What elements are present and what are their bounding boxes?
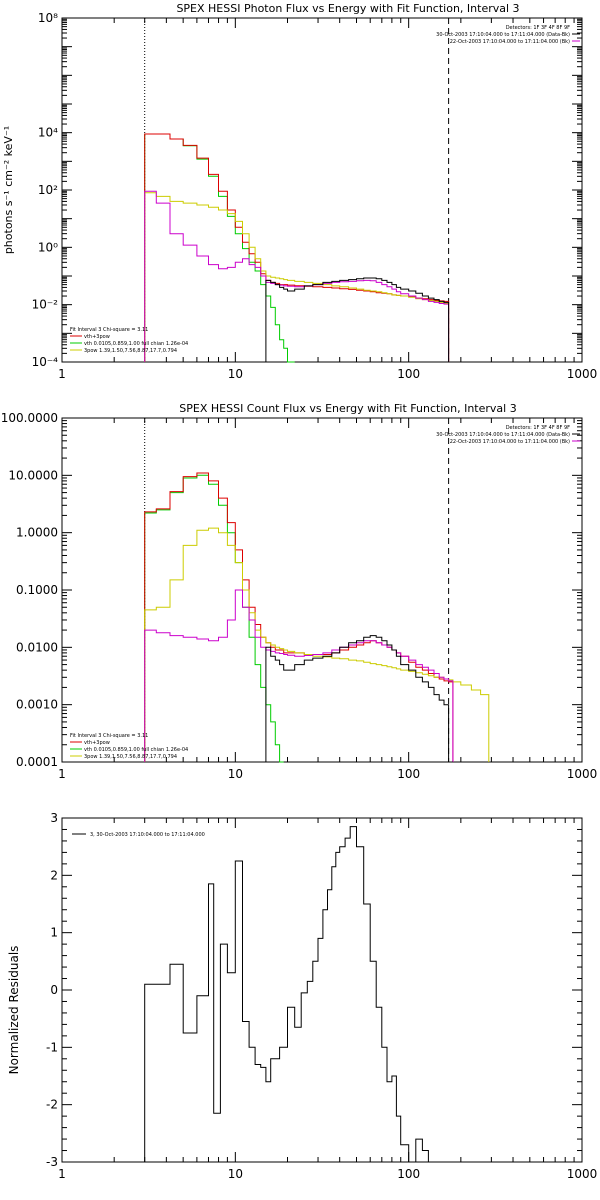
count-flux-panel: SPEX HESSI Count Flux vs Energy with Fit… [1,402,598,781]
residuals-legend: 3, 30-Oct-2003 17:10:04.000 to 17:11:04.… [72,832,205,838]
legend-entry: 22-Oct-2003 17:10:04.000 to 17:11:04.000… [450,39,570,45]
x-tick-label: 10 [228,767,243,781]
x-tick-label: 1000 [567,767,598,781]
count-flux-title: SPEX HESSI Count Flux vs Energy with Fit… [179,402,516,415]
series-line [265,635,453,763]
y-tick-label: 3 [50,811,58,825]
series-line [144,190,450,362]
legend-entry: 22-Oct-2003 17:10:04.000 to 17:11:04.000… [450,439,570,445]
x-tick-label: 1 [58,367,66,381]
y-tick-label: 10.0000 [8,468,58,482]
plot-frame [61,417,583,763]
series-line [144,133,295,363]
y-tick-label: 10⁸ [38,11,58,25]
legend-entry: Fit Interval 3 Chi-square = 3.11 [70,327,148,333]
series-line [144,192,450,362]
y-tick-label: 10⁴ [38,126,58,140]
y-tick-label: 0.0100 [16,640,58,654]
y-tick-label: 10² [38,183,58,197]
x-tick-label: 1 [58,767,66,781]
series-line [265,277,450,362]
residuals-plot-area [61,817,583,1163]
legend-entry: Detectors: 1F 3F 4F 8F 9F [506,25,570,31]
x-tick-label: 100 [397,1167,420,1181]
series-line [144,589,454,762]
x-tick-label: 1 [58,1167,66,1181]
count-flux-legend-bottom: Fit Interval 3 Chi-square = 3.11 vth+3po… [70,733,188,760]
legend-entry: Fit Interval 3 Chi-square = 3.11 [70,733,148,739]
y-tick-label: 10⁻⁴ [32,355,59,369]
residuals-tick-labels: 1 10 100 1000 -3 -2 -1 0 1 2 3 [46,811,597,1181]
series-line [144,474,284,763]
residuals-ylabel: Normalized Residuals [7,946,21,1075]
legend-entry: vth 0.0105,0.859,1.00 full chian 1.26e-0… [84,341,188,347]
y-tick-label: 1 [50,926,58,940]
y-tick-label: -1 [46,1040,58,1054]
legend-entry: 3, 30-Oct-2003 17:10:04.000 to 17:11:04.… [90,832,205,838]
y-tick-label: 2 [50,868,58,882]
residual-histogram [144,826,449,1163]
y-tick-label: 1.0000 [16,526,58,540]
plot-frame [61,17,583,363]
y-tick-label: 0 [50,983,58,997]
plot-frame [61,817,583,1163]
count-flux-plot-area [61,417,583,763]
y-tick-label: 0.0010 [16,698,58,712]
count-flux-legend-top: Detectors: 1F 3F 4F 8F 9F 30-Oct-2003 17… [436,425,580,445]
photon-flux-legend-bottom: Fit Interval 3 Chi-square = 3.11 vth+3po… [70,327,188,354]
x-tick-label: 100 [397,367,420,381]
series-line [144,527,490,762]
legend-entry: vth 0.0105,0.859,1.00 full chian 1.26e-0… [84,747,188,753]
legend-entry: 3pow 1.39,1.50,7.56,8.87,17.7,0.794 [84,754,177,760]
photon-flux-panel: SPEX HESSI Photon Flux vs Energy with Fi… [2,2,598,381]
photon-flux-legend-top: Detectors: 1F 3F 4F 8F 9F 30-Oct-2003 17… [436,25,580,45]
legend-entry: vth+3pow [84,334,110,340]
residuals-panel: Normalized Residuals 1 10 100 1000 -3 -2 -1 0 1 2… [7,811,597,1181]
x-tick-label: 1000 [567,1167,598,1181]
x-tick-label: 10 [228,367,243,381]
y-tick-label: 100.0000 [1,411,58,425]
y-tick-label: 0.0001 [16,755,58,769]
x-tick-label: 1000 [567,367,598,381]
legend-entry: 3pow 1.39,1.50,7.56,8.87,17.7,0.794 [84,348,177,354]
y-tick-label: -3 [46,1155,58,1169]
photon-flux-ylabel: photons s⁻¹ cm⁻² keV⁻¹ [2,126,15,254]
x-tick-label: 10 [228,1167,243,1181]
photon-flux-title: SPEX HESSI Photon Flux vs Energy with Fi… [176,2,519,15]
legend-entry: 30-Oct-2003 17:10:04.000 to 17:11:04.000… [436,32,570,38]
y-tick-label: -2 [46,1098,58,1112]
photon-flux-plot-area [61,17,583,363]
series-line [144,133,450,362]
series-line [144,472,454,762]
legend-entry: Detectors: 1F 3F 4F 8F 9F [506,425,570,431]
y-tick-label: 10⁻² [32,298,59,312]
y-tick-label: 0.1000 [16,583,58,597]
x-tick-label: 100 [397,767,420,781]
count-flux-tick-labels: 1 10 100 1000 0.0001 0.0010 0.0100 0.1000 1.0000… [1,411,598,781]
legend-entry: 30-Oct-2003 17:10:04.000 to 17:11:04.000… [436,432,570,438]
y-tick-label: 10⁰ [38,240,58,254]
legend-entry: vth+3pow [84,740,110,746]
photon-flux-tick-labels: 1 10 100 1000 10⁻⁴ 10⁻² 10⁰ 10² 10⁴ 10⁸ [32,11,598,381]
